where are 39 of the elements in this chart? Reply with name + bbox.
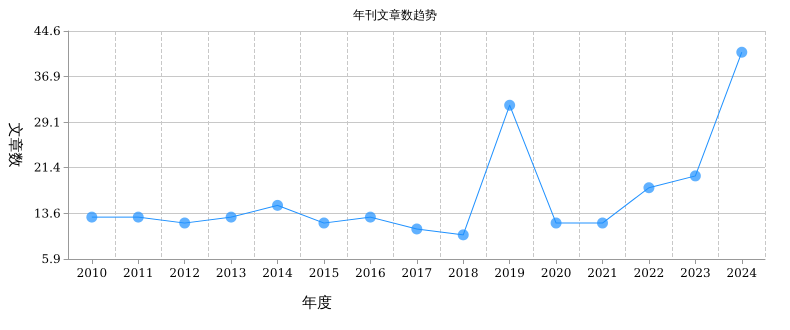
x-tick-label: 2013 [216, 266, 246, 280]
y-tick-label: 36.9 [34, 69, 61, 84]
x-tick-label: 2020 [540, 266, 572, 280]
point [597, 218, 608, 229]
point [272, 200, 284, 211]
point [132, 212, 144, 223]
x-tick-label: 2021 [587, 266, 618, 280]
point [364, 212, 376, 223]
x-tick-label: 2022 [634, 266, 664, 280]
x-tick-label: 2010 [76, 266, 108, 280]
point [736, 46, 748, 58]
x-tick-label: 2015 [308, 266, 340, 280]
x-tick-label: 2011 [122, 266, 154, 280]
point [690, 170, 701, 182]
y-tick-label: 5.9 [42, 252, 61, 266]
x-tick-label: 2019 [494, 266, 525, 280]
point [179, 218, 190, 229]
chart-title: 年刊文章数趋势 [353, 8, 437, 22]
x-tick-label: 2014 [262, 266, 294, 280]
y-tick-label: 44.6 [34, 24, 61, 38]
x-tick-label: 2012 [169, 266, 200, 280]
point [86, 212, 98, 223]
x-tick-label: 2023 [680, 266, 711, 280]
x-tick-label: 2018 [448, 266, 479, 280]
x-tick-label: 2016 [355, 266, 386, 280]
y-tick-label: 21.4 [34, 160, 61, 175]
y-axis-title: 文章数 [6, 122, 24, 168]
y-tick-label: 29.1 [34, 115, 61, 130]
y-tick-label: 13.6 [34, 206, 61, 221]
point [318, 218, 330, 229]
point [643, 182, 654, 194]
point [226, 212, 237, 223]
x-axis-title: 年度 [302, 294, 332, 312]
point [550, 218, 562, 229]
point [504, 100, 516, 111]
point [458, 229, 469, 240]
x-tick-label: 2017 [402, 266, 432, 280]
point [411, 223, 422, 234]
x-tick-label: 2024 [726, 266, 758, 280]
